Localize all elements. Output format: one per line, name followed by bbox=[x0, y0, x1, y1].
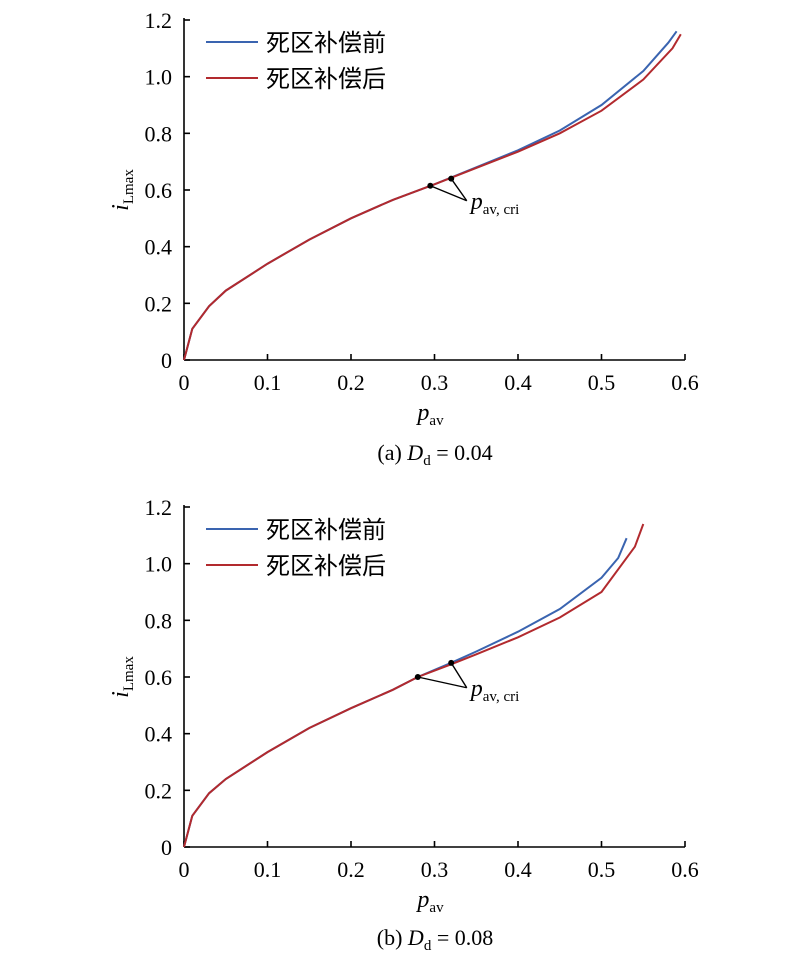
critical-point-marker bbox=[427, 182, 434, 189]
y-tick-label: 0.8 bbox=[145, 121, 173, 146]
caption-subscript: d bbox=[424, 938, 432, 954]
caption-value: = 0.04 bbox=[431, 440, 493, 465]
annotation-label: pav, cri bbox=[469, 676, 520, 705]
panel-caption: (a) Dd = 0.04 bbox=[377, 440, 492, 469]
legend-label: 死区补偿后 bbox=[266, 552, 386, 580]
legend-label: 死区补偿前 bbox=[266, 29, 386, 57]
series-line bbox=[183, 30, 678, 361]
x-tick-label: 0.4 bbox=[504, 857, 532, 882]
x-tick-label: 0.5 bbox=[588, 370, 616, 395]
y-tick-label: 0 bbox=[161, 348, 172, 373]
caption-variable: D bbox=[407, 925, 424, 950]
y-axis-label: iLmax bbox=[108, 169, 137, 211]
annotation-leader bbox=[450, 178, 468, 202]
x-axis-label-subscript: av bbox=[429, 413, 444, 429]
panel-caption: (b) Dd = 0.08 bbox=[377, 925, 493, 954]
series-line bbox=[183, 523, 645, 848]
legend-label: 死区补偿后 bbox=[266, 65, 386, 93]
critical-point-marker bbox=[448, 659, 455, 666]
annotation-leader bbox=[450, 662, 468, 689]
critical-point-marker bbox=[414, 674, 421, 680]
x-tick-label: 0.3 bbox=[421, 857, 449, 882]
annotation-subscript: av, cri bbox=[483, 689, 520, 705]
x-tick-label: 0.1 bbox=[254, 857, 282, 882]
caption-value: = 0.08 bbox=[431, 925, 493, 950]
y-tick-label: 0.2 bbox=[145, 778, 173, 803]
caption-prefix: (a) bbox=[377, 440, 407, 465]
annotation-subscript: av, cri bbox=[483, 202, 520, 218]
annotation-leader bbox=[417, 676, 467, 689]
y-tick-label: 0 bbox=[161, 835, 172, 860]
chart-panel-a: 0 0.1 0.2 0.3 0.4 0.5 0.6 0 0.2 0.4 0.6 0.8 1.0 1.2 pa… bbox=[108, 8, 699, 469]
caption-variable: D bbox=[406, 440, 423, 465]
y-tick-label: 0.6 bbox=[145, 178, 173, 203]
y-tick-label: 1.0 bbox=[145, 552, 173, 577]
x-tick-label: 0.1 bbox=[254, 370, 282, 395]
x-tick-label: 0.4 bbox=[504, 370, 532, 395]
x-tick-label: 0.2 bbox=[337, 857, 365, 882]
y-tick-label: 1.2 bbox=[145, 8, 173, 33]
x-axis-label: pav bbox=[415, 887, 444, 916]
x-tick-label: 0 bbox=[179, 857, 190, 882]
x-tick-label: 0.3 bbox=[421, 370, 449, 395]
x-axis-label: pav bbox=[415, 400, 444, 429]
annotation-leader bbox=[430, 185, 468, 202]
legend-label: 死区补偿前 bbox=[266, 516, 386, 544]
x-tick-label: 0.6 bbox=[671, 370, 699, 395]
y-tick-label: 0.4 bbox=[145, 235, 173, 260]
annotation-label: pav, cri bbox=[469, 189, 520, 218]
series-line bbox=[183, 33, 682, 361]
x-tick-label: 0.5 bbox=[588, 857, 616, 882]
x-tick-label: 0.2 bbox=[337, 370, 365, 395]
caption-prefix: (b) bbox=[377, 925, 408, 950]
y-axis-label-subscript: Lmax bbox=[121, 656, 137, 691]
y-axis-label-subscript: Lmax bbox=[121, 169, 137, 204]
y-axis-label: iLmax bbox=[108, 656, 137, 698]
series-line bbox=[183, 537, 628, 848]
y-tick-label: 0.2 bbox=[145, 291, 173, 316]
critical-point-marker bbox=[448, 175, 455, 182]
y-tick-label: 1.2 bbox=[145, 495, 173, 520]
y-tick-label: 0.6 bbox=[145, 665, 173, 690]
caption-subscript: d bbox=[423, 453, 431, 469]
x-tick-label: 0.6 bbox=[671, 857, 699, 882]
y-tick-label: 1.0 bbox=[145, 65, 173, 90]
x-tick-label: 0 bbox=[179, 370, 190, 395]
y-tick-label: 0.8 bbox=[145, 608, 173, 633]
chart-panel-b: 0 0.1 0.2 0.3 0.4 0.5 0.6 0 0.2 0.4 0.6 0.8 1.0 1.2 pa… bbox=[108, 495, 699, 954]
y-tick-label: 0.4 bbox=[145, 722, 173, 747]
x-axis-label-subscript: av bbox=[429, 900, 444, 916]
